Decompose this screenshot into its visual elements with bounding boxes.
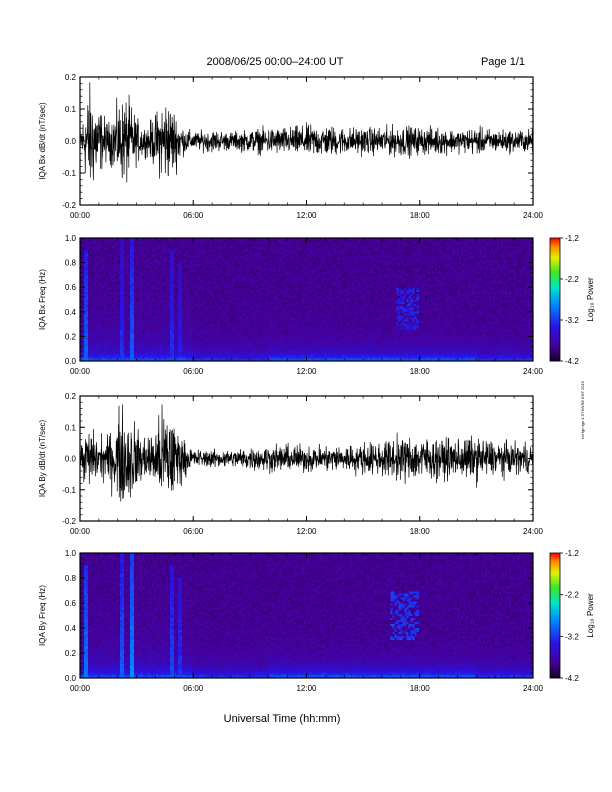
y-tick-label: -0.2 (62, 201, 76, 210)
y-tick-label: 0.2 (65, 73, 77, 82)
x-tick-label: 06:00 (183, 211, 204, 220)
side-note: rot fgn fgn 4 STHNRE ESF 2019 (580, 380, 585, 439)
colorbar-label: Log₁₀ Power (586, 593, 595, 638)
y-tick-label: 0.6 (65, 599, 77, 608)
colorbar-tick-label: -3.2 (565, 632, 579, 641)
y-tick-label: 0.2 (65, 392, 77, 401)
x-tick-label: 06:00 (183, 367, 204, 376)
x-tick-label: 12:00 (296, 527, 317, 536)
x-tick-label: 00:00 (70, 211, 91, 220)
by-waveform-trace (80, 404, 533, 501)
colorbar-tick-label: -1.2 (565, 234, 579, 243)
colorbar-tick-label: -2.2 (565, 591, 579, 600)
y-tick-label: 1.0 (65, 234, 77, 243)
x-tick-label: 00:00 (70, 527, 91, 536)
bx-waveform-panel: 0.2 0.1 0.0 -0.1 -0.200:00 06:00 12:00 18:00 24:… (38, 73, 544, 220)
colorbar-label: Log₁₀ Power (586, 277, 595, 322)
bx-waveform-trace (80, 82, 533, 182)
y-tick-label: 0.6 (65, 283, 77, 292)
x-tick-label: 00:00 (70, 367, 91, 376)
x-tick-label: 12:00 (296, 684, 317, 693)
y-tick-label: 0.1 (65, 105, 77, 114)
x-tick-label: 24:00 (523, 527, 544, 536)
by-spectrogram-panel: -1.2 -2.2 -3.2 -4.2 Log₁₀ Power 1.0 0.8 0.6 0.4 0… (38, 549, 595, 693)
x-tick-label: 18:00 (410, 367, 431, 376)
y-tick-label: 0.0 (65, 137, 77, 146)
x-tick-label: 24:00 (523, 684, 544, 693)
x-axis-label: Universal Time (hh:mm) (224, 713, 341, 725)
colorbar-tick-label: -1.2 (565, 549, 579, 558)
y-tick-label: -0.1 (62, 169, 76, 178)
by-spectrogram-cells (80, 553, 533, 678)
colorbar-tick-label: -4.2 (565, 357, 579, 366)
y-tick-label: -0.2 (62, 517, 76, 526)
y-tick-label: 0.8 (65, 574, 77, 583)
bx-spectrogram-panel: -1.2 -2.2 -3.2 -4.2 Log₁₀ Power 1.0 0.8 0.6 0.4 0… (38, 234, 595, 376)
bx-spectrogram-ylabel: IQA Bx Freq (Hz) (38, 269, 47, 330)
figure-title: 2008/06/25 00:00–24:00 UT (206, 56, 343, 68)
y-tick-label: 0.0 (65, 455, 77, 464)
by-spectrogram-colorbar: -1.2 -2.2 -3.2 -4.2 Log₁₀ Power (550, 549, 595, 683)
y-tick-label: -0.1 (62, 486, 76, 495)
x-tick-label: 12:00 (296, 211, 317, 220)
y-tick-label: 0.4 (65, 624, 77, 633)
x-tick-label: 00:00 (70, 684, 91, 693)
bx-waveform-ylabel: IQA Bx dB/dt (nT/sec) (38, 102, 47, 180)
x-tick-label: 24:00 (523, 211, 544, 220)
by-spectrogram-ylabel: IQA By Freq (Hz) (38, 585, 47, 646)
bx-spectrogram-colorbar: -1.2 -2.2 -3.2 -4.2 Log₁₀ Power (550, 234, 595, 366)
colorbar-tick-label: -3.2 (565, 316, 579, 325)
bx-spectrogram-cells (80, 238, 533, 361)
x-tick-label: 06:00 (183, 684, 204, 693)
colorbar-tick-label: -4.2 (565, 674, 579, 683)
y-tick-label: 0.2 (65, 332, 77, 341)
x-tick-label: 18:00 (410, 684, 431, 693)
x-tick-label: 18:00 (410, 527, 431, 536)
colorbar-tick-label: -2.2 (565, 275, 579, 284)
y-tick-label: 0.4 (65, 308, 77, 317)
page-indicator: Page 1/1 (481, 56, 525, 68)
x-tick-label: 24:00 (523, 367, 544, 376)
y-tick-label: 0.0 (65, 357, 77, 366)
by-waveform-panel: 0.2 0.1 0.0 -0.1 -0.200:00 06:00 12:00 18:00 24:… (38, 392, 544, 536)
by-waveform-ylabel: IQA By dB/dt (nT/sec) (38, 419, 47, 497)
y-tick-label: 0.1 (65, 423, 77, 432)
y-tick-label: 0.0 (65, 674, 77, 683)
x-tick-label: 12:00 (296, 367, 317, 376)
x-tick-label: 06:00 (183, 527, 204, 536)
y-tick-label: 1.0 (65, 549, 77, 558)
y-tick-label: 0.8 (65, 259, 77, 268)
panels: 0.20.10.0-0.1-0.200:00 06:00 12:00 18:00 24:… (38, 73, 595, 693)
x-tick-label: 18:00 (410, 211, 431, 220)
y-tick-label: 0.2 (65, 649, 77, 658)
